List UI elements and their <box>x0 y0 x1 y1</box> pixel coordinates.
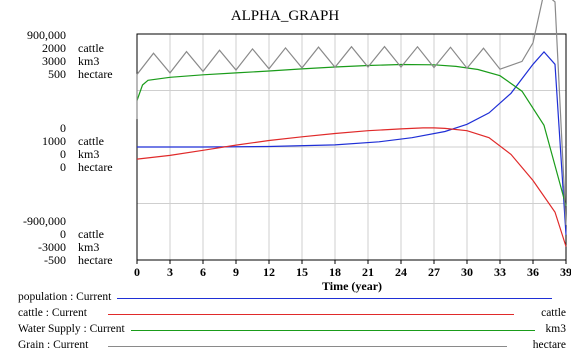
legend-unit: cattle <box>537 307 566 319</box>
x-tick-label: 18 <box>329 265 341 279</box>
y-tick-water-supply-mid: 0 <box>60 147 66 161</box>
y-unit-km3: km3 <box>78 54 99 68</box>
y-unit-km3: km3 <box>78 147 99 161</box>
legend-swatch-line <box>108 298 552 299</box>
series-line-water-supply <box>136 63 567 207</box>
y-tick-population-top: 900,000 <box>27 28 66 42</box>
legend-swatch-line <box>108 346 507 347</box>
x-tick-label: 6 <box>200 265 206 279</box>
series-lines <box>136 0 567 247</box>
legend-label: Grain : Current <box>18 339 95 351</box>
x-tick-label: 27 <box>428 265 440 279</box>
y-tick-cattle-top: 2000 <box>42 41 66 55</box>
legend-unit: km3 <box>541 323 566 335</box>
x-axis-ticks: 0 3 6 9 12 15 18 21 24 27 30 33 36 39 <box>134 260 571 279</box>
legend-row: Grain : Current hectare <box>18 339 566 353</box>
x-tick-label: 0 <box>134 265 140 279</box>
legend-label: cattle : Current <box>18 307 93 319</box>
y-tick-water-supply-top: 3000 <box>42 54 66 68</box>
legend-swatch-line <box>108 330 535 331</box>
y-tick-grain-bottom: -500 <box>44 253 66 267</box>
series-line-cattle <box>136 127 567 247</box>
x-tick-label: 36 <box>527 265 539 279</box>
legend-unit: hectare <box>528 339 566 351</box>
y-tick-grain-top: 500 <box>48 67 66 81</box>
legend-label: population : Current <box>18 291 118 303</box>
y-unit-km3: km3 <box>78 240 99 254</box>
x-tick-label: 12 <box>263 265 275 279</box>
x-tick-label: 21 <box>362 265 374 279</box>
x-tick-label: 33 <box>494 265 506 279</box>
legend-row: population : Current <box>18 291 566 305</box>
legend-row: Water Supply : Current km3 <box>18 323 566 337</box>
x-tick-label: 39 <box>560 265 571 279</box>
chart-title: ALPHA_GRAPH <box>231 8 340 24</box>
x-tick-label: 15 <box>296 265 308 279</box>
x-tick-label: 9 <box>233 265 239 279</box>
series-line-population <box>137 50 567 235</box>
x-axis-label: Time (year) <box>322 279 382 293</box>
y-unit-hectare: hectare <box>78 160 113 174</box>
y-tick-grain-mid: 0 <box>60 160 66 174</box>
y-tick-water-supply-bottom: -3000 <box>38 240 66 254</box>
y-tick-population-mid: 0 <box>60 121 66 135</box>
x-tick-label: 30 <box>461 265 473 279</box>
y-unit-cattle: cattle <box>78 227 104 241</box>
x-tick-label: 24 <box>395 265 407 279</box>
y-tick-cattle-mid: 1000 <box>42 134 66 148</box>
series-line-grain <box>136 0 567 226</box>
x-tick-label: 3 <box>167 265 173 279</box>
legend-label: Water Supply : Current <box>18 323 131 335</box>
y-unit-hectare: hectare <box>78 67 113 81</box>
y-unit-cattle: cattle <box>78 134 104 148</box>
y-tick-cattle-bottom: 0 <box>60 227 66 241</box>
legend-row: cattle : Current cattle <box>18 307 566 321</box>
y-unit-cattle: cattle <box>78 41 104 55</box>
y-unit-hectare: hectare <box>78 253 113 267</box>
y-tick-population-bottom: -900,000 <box>23 214 66 228</box>
legend-swatch-line <box>108 314 514 315</box>
